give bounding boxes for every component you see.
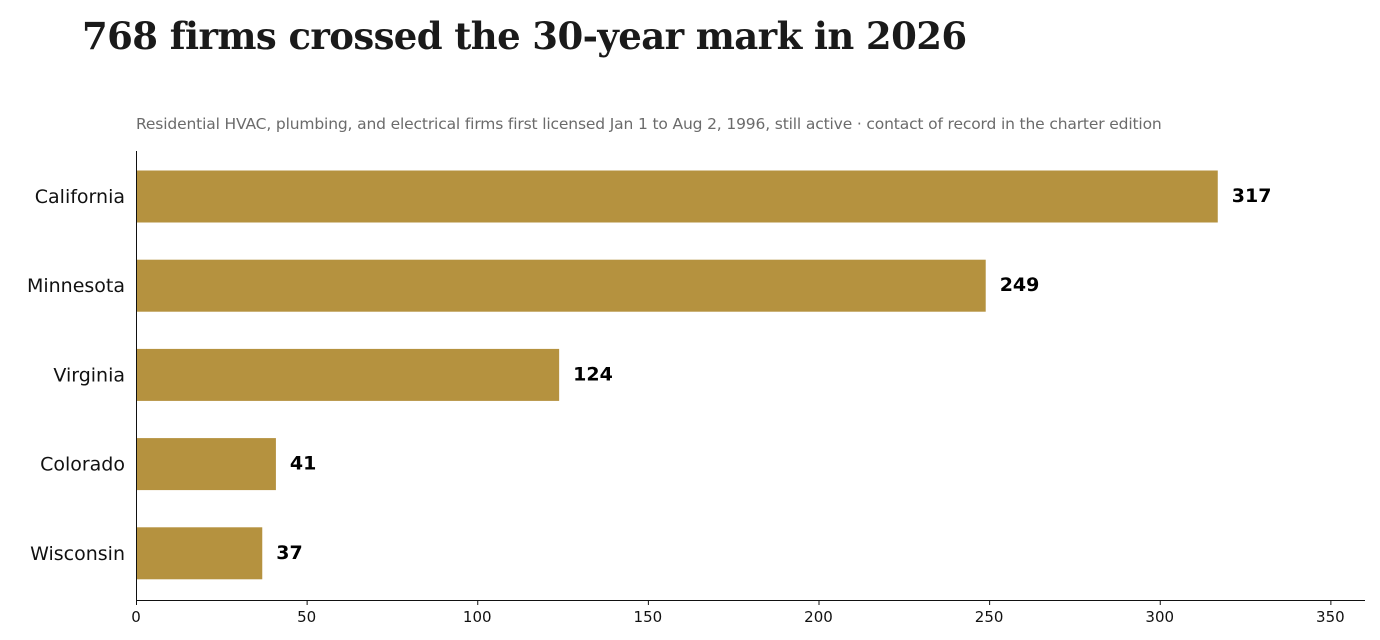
x-tick-label: 150 (634, 608, 663, 626)
value-label-colorado: 41 (290, 453, 316, 475)
bar-virginia (136, 348, 560, 401)
bar-wisconsin (136, 527, 263, 580)
x-tick-label: 0 (131, 608, 141, 626)
x-tick-label: 100 (463, 608, 492, 626)
bar-colorado (136, 438, 276, 491)
x-ticks-group: 0 50 100 150 200 250 300 350 (131, 600, 1345, 626)
x-tick-label: 200 (804, 608, 833, 626)
category-labels-group: California Minnesota Virginia Colorado Wisco… (27, 186, 125, 565)
value-label-virginia: 124 (573, 363, 613, 385)
x-tick-label: 300 (1145, 608, 1174, 626)
chart-subtitle: Residential HVAC, plumbing, and electric… (136, 115, 1162, 133)
value-label-california: 317 (1232, 185, 1272, 207)
value-label-minnesota: 249 (1000, 274, 1040, 296)
chart-title: 768 firms crossed the 30-year mark in 20… (82, 14, 967, 58)
x-tick-label: 50 (297, 608, 316, 626)
x-tick-label: 350 (1316, 608, 1345, 626)
bars-group (136, 170, 1218, 580)
category-label-colorado: Colorado (40, 454, 125, 476)
value-label-wisconsin: 37 (276, 542, 302, 564)
category-label-minnesota: Minnesota (27, 275, 125, 297)
category-label-california: California (35, 186, 125, 208)
value-labels-group: 317 249 124 41 37 (276, 185, 1271, 564)
category-label-wisconsin: Wisconsin (30, 543, 125, 565)
bar-minnesota (136, 259, 986, 312)
x-tick-label: 250 (975, 608, 1004, 626)
bar-california (136, 170, 1218, 223)
category-label-virginia: Virginia (53, 364, 125, 386)
